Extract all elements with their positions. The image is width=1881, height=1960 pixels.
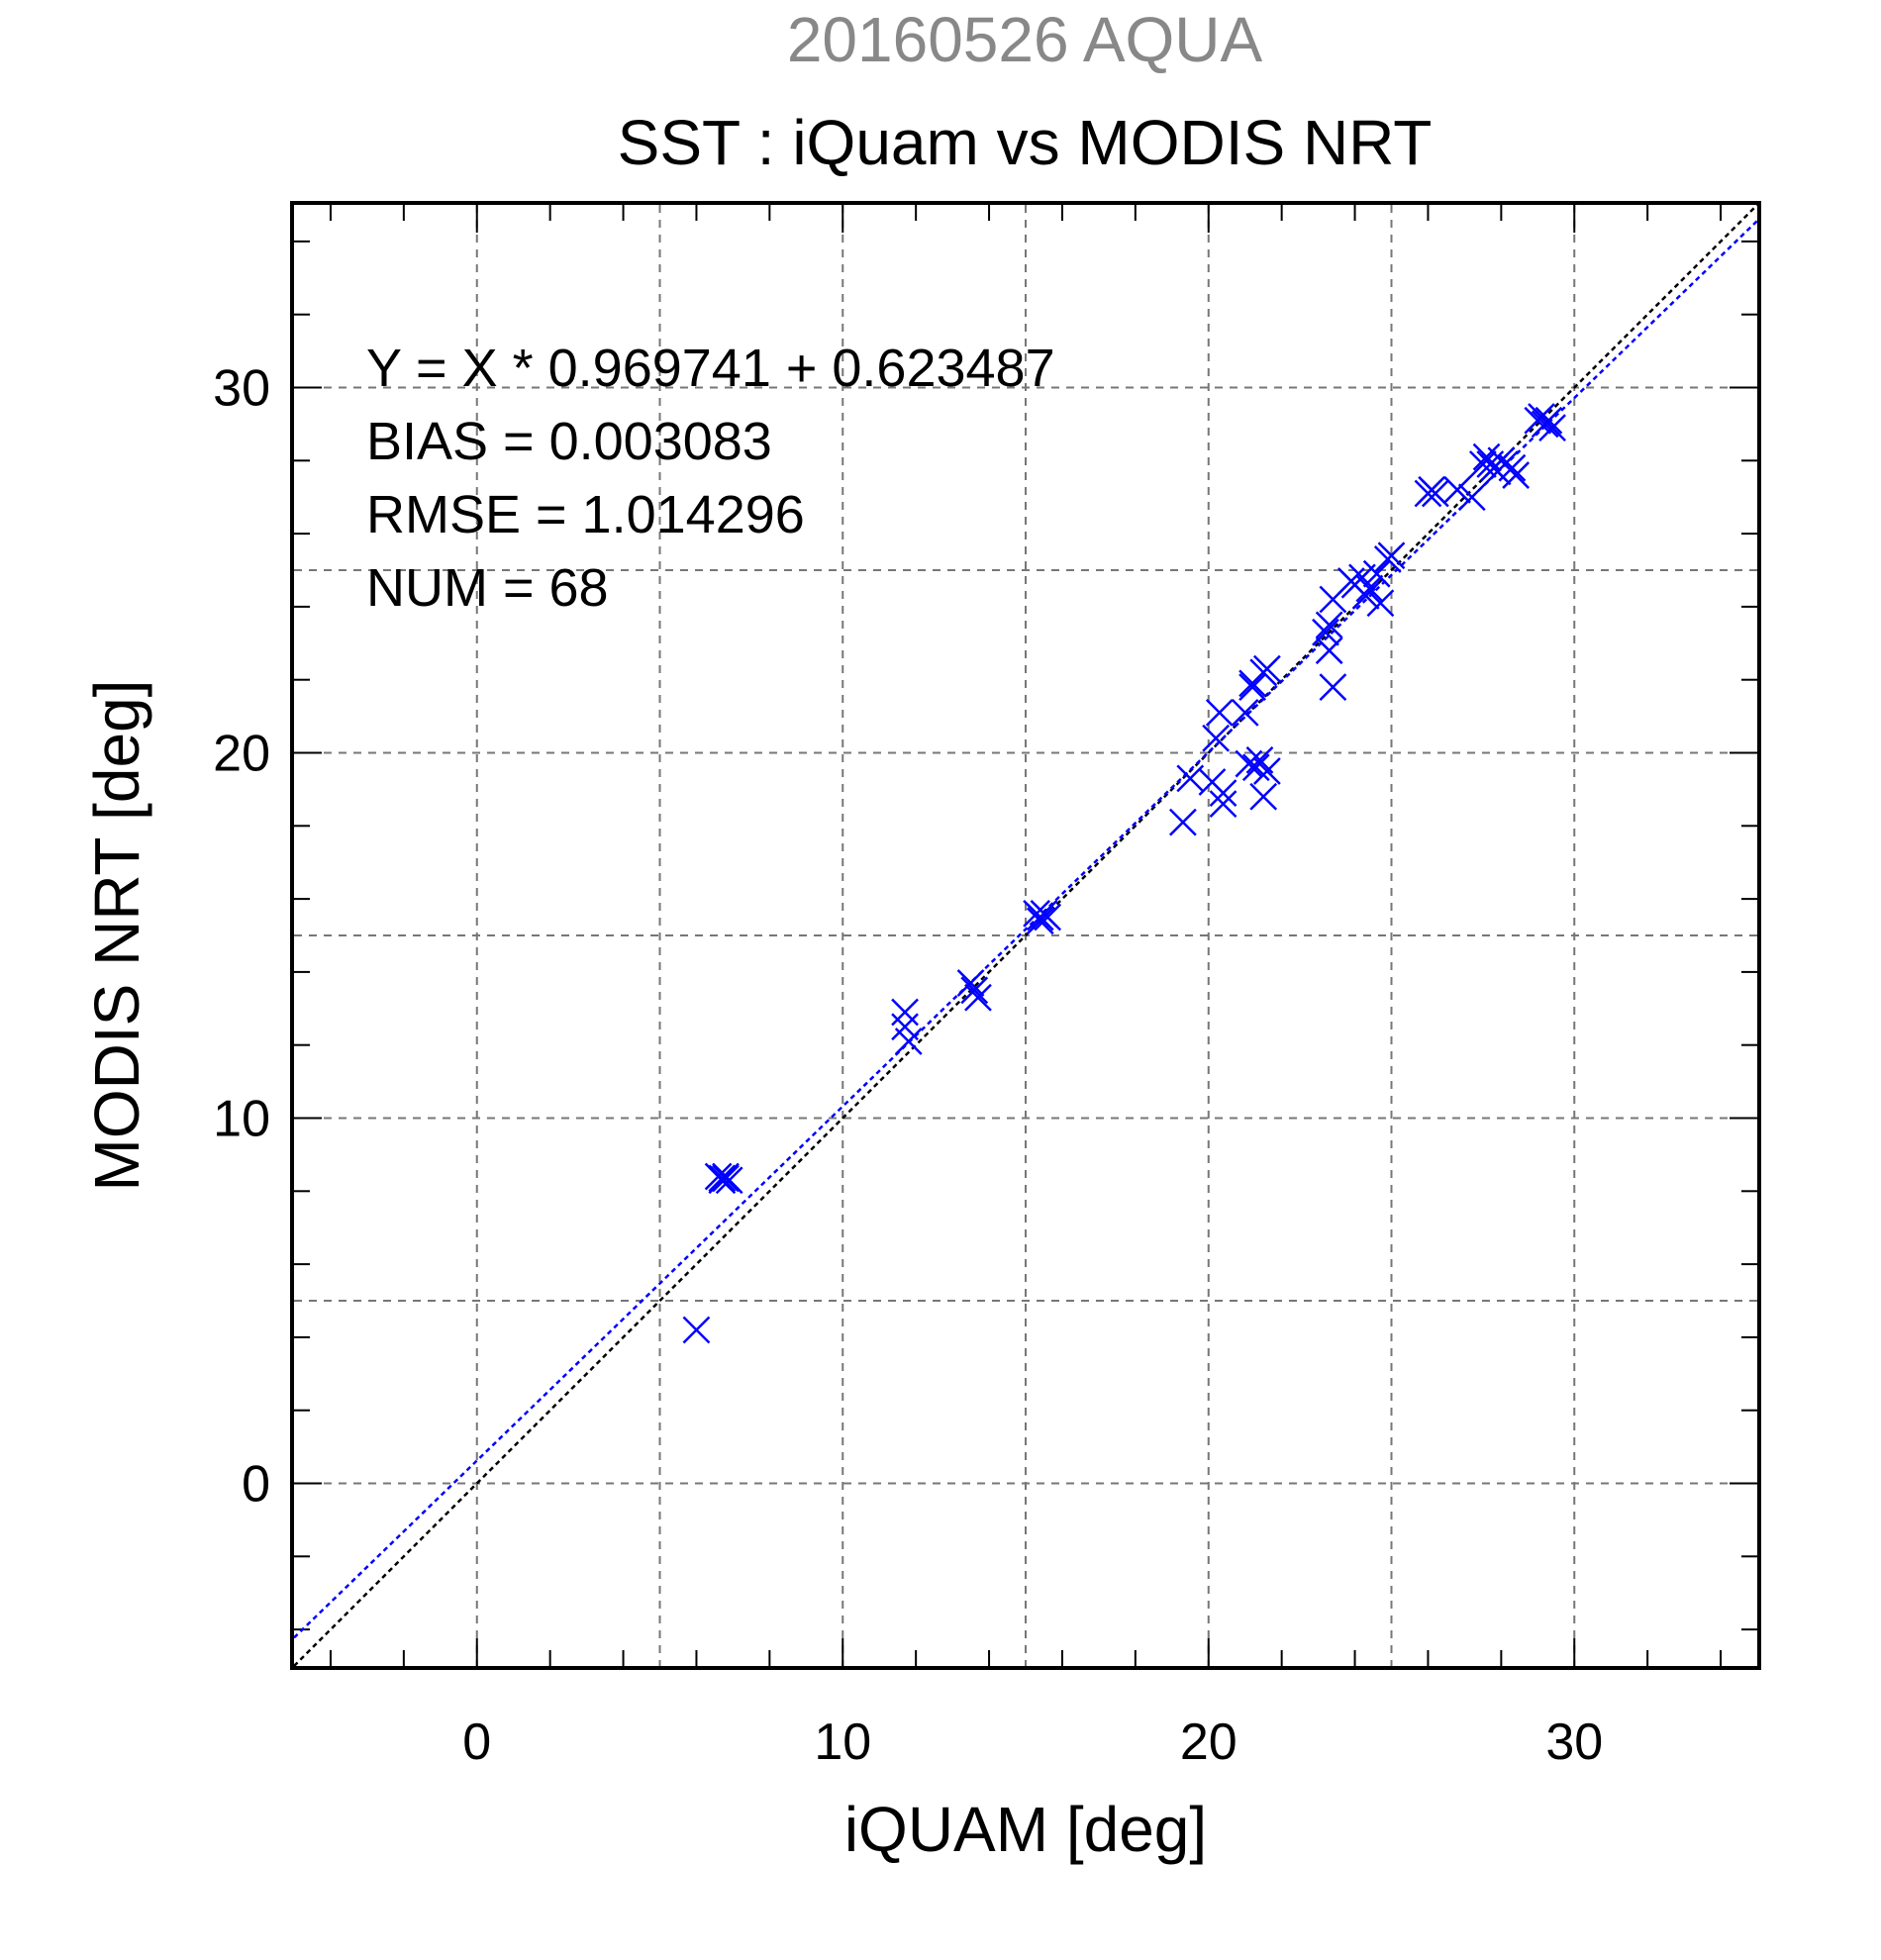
y-tick-label: 0 [242,1456,270,1514]
data-point [1205,699,1234,727]
data-point [960,976,989,1005]
x-tick-label: 30 [1545,1714,1603,1771]
data-point [891,998,919,1027]
data-point [1202,724,1231,752]
data-point [1538,414,1566,441]
y-tick-label: 10 [213,1091,270,1148]
data-point [1377,541,1406,570]
data-point [1209,779,1238,807]
y-axis-label: MODIS NRT [deg] [81,680,152,1192]
stats-line-equation: Y = X * 0.969741 + 0.623487 [366,339,1055,398]
data-point [708,1164,737,1193]
y-tick-label: 30 [213,360,270,418]
stats-annotation: Y = X * 0.969741 + 0.623487 BIAS = 0.003… [366,339,1055,618]
data-point [1443,475,1471,504]
data-point [1315,637,1343,665]
y-tick-label: 20 [213,726,270,783]
data-point [1235,749,1263,778]
data-point [1026,907,1054,935]
plot-frame [290,201,1761,1670]
x-axis-label: iQUAM [deg] [844,1794,1207,1865]
data-point [682,1316,711,1344]
data-point [1534,406,1563,435]
x-tick-label: 20 [1180,1714,1238,1771]
data-point [1355,574,1384,603]
data-point [1209,790,1238,819]
grid-lines [294,205,1757,1666]
data-point [964,983,992,1012]
data-point [1241,753,1270,782]
data-point [894,1028,923,1055]
data-point [1034,903,1062,931]
x-tick-label: 10 [814,1714,871,1771]
data-point [1312,618,1339,646]
data-point [1238,669,1266,698]
chart-title: SST : iQuam vs MODIS NRT [618,107,1433,178]
chart-supertitle: 20160526 AQUA [787,4,1263,75]
data-point [1238,673,1266,701]
data-point [1498,453,1527,482]
data-points [682,403,1566,1344]
data-point [715,1166,743,1195]
x-tick-labels: 0 10 20 30 [462,1714,1603,1771]
data-point [1315,611,1343,639]
data-point [1351,581,1380,610]
data-point [1249,782,1278,811]
data-point [712,1164,740,1193]
data-point [1468,450,1497,478]
stats-line-num: NUM = 68 [366,558,609,618]
y-tick-labels: 0 10 20 30 [213,360,270,1514]
data-point [1169,808,1197,836]
x-tick-label: 0 [462,1714,491,1771]
data-point [1502,461,1531,489]
stats-line-rmse: RMSE = 1.014296 [366,485,805,544]
data-point [1252,757,1281,785]
data-point [956,969,985,997]
data-point [1319,673,1347,701]
data-point [1231,699,1259,727]
data-point [1366,589,1395,618]
axis-ticks [294,205,1757,1666]
stats-line-bias: BIAS = 0.003083 [366,412,772,471]
data-point [1362,559,1391,588]
data-point [1457,483,1486,512]
